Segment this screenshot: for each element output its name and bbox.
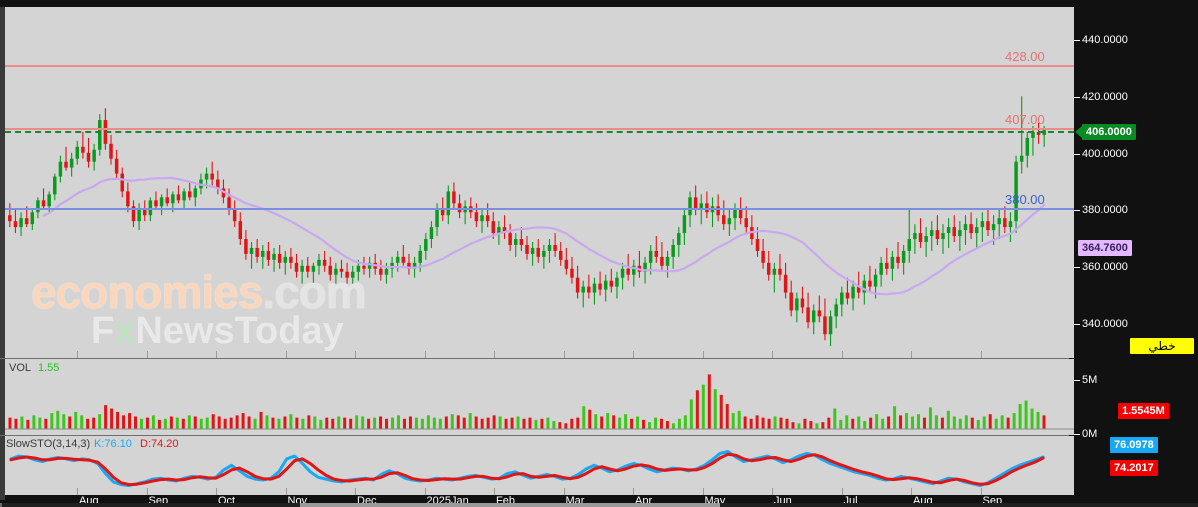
- time-gridline-tick: [702, 351, 704, 358]
- scale-mode-button[interactable]: خطي: [1130, 338, 1194, 354]
- time-gridline-tick: [424, 488, 426, 495]
- resistance-label-428: 428.00: [1005, 49, 1045, 65]
- time-gridline-tick: [494, 488, 495, 495]
- time-gridline-tick: [146, 488, 148, 495]
- support-label-380: 380.00: [1005, 192, 1045, 208]
- axis-tick-360: 360.0000: [1074, 260, 1198, 274]
- price-pane[interactable]: 428.00 407.00 380.00 economies.com FxNew…: [5, 7, 1074, 358]
- axis-tick-400: 400.0000: [1074, 147, 1198, 161]
- stochastic-d-label: D:74.20: [140, 438, 179, 450]
- time-gridline-tick: [563, 488, 565, 495]
- stochastic-k-label: K:76.10: [94, 438, 132, 450]
- stochastic-k-tag[interactable]: 76.0978: [1110, 437, 1158, 453]
- time-gridline-tick: [980, 488, 982, 495]
- volume-value-tag[interactable]: 1.5545M: [1118, 403, 1169, 419]
- price-candlestick-svg: [8, 96, 1046, 347]
- time-gridline-tick: [841, 488, 843, 495]
- top-strip: [0, 0, 1198, 7]
- axis-tick-420: 420.0000: [1074, 90, 1198, 104]
- pane-separator-1: [0, 358, 1069, 359]
- time-gridline-tick: [980, 351, 982, 358]
- time-gridline-tick: [772, 488, 773, 495]
- support-line-380: [5, 208, 1074, 211]
- time-gridline-tick: [563, 351, 565, 358]
- resistance-label-407: 407.00: [1005, 111, 1045, 127]
- volume-bars-svg: [5, 374, 1074, 430]
- time-gridline-tick: [911, 351, 912, 358]
- pane-separator-2: [0, 435, 1069, 436]
- stochastic-d-tag[interactable]: 74.2017: [1110, 460, 1158, 476]
- time-gridline-tick: [702, 488, 704, 495]
- moving-average-tag[interactable]: 364.7600: [1078, 240, 1132, 256]
- time-gridline-tick: [77, 351, 78, 358]
- current-price-tag[interactable]: 406.0000: [1075, 124, 1136, 140]
- resistance-line-428: [5, 65, 1074, 68]
- time-gridline-tick: [77, 488, 78, 495]
- volume-indicator-value: 1.55: [38, 362, 60, 374]
- axis-tick-340: 340.0000: [1074, 317, 1198, 331]
- resistance-line-407: [5, 127, 1074, 130]
- time-gridline-tick: [841, 351, 843, 358]
- current-price-dashed-line: [5, 130, 1074, 133]
- time-gridline-tick: [633, 488, 634, 495]
- stochastic-pane[interactable]: [5, 436, 1074, 495]
- time-gridline-tick: [494, 351, 495, 358]
- axis-tick-380: 380.0000: [1074, 203, 1198, 217]
- stochastic-indicator-label: SlowSTO(3,14,3): [6, 438, 91, 450]
- horizontal-scrollbar[interactable]: [0, 503, 1198, 507]
- time-gridline-tick: [633, 351, 634, 358]
- left-gutter: [0, 7, 5, 500]
- time-gridline-tick: [146, 351, 148, 358]
- time-gridline-tick: [772, 351, 773, 358]
- scrollbar-thumb[interactable]: [300, 503, 720, 507]
- axis-tick-440: 440.0000: [1074, 33, 1198, 47]
- price-axis[interactable]: 440.0000 420.0000 400.0000 380.0000 360.…: [1074, 7, 1198, 495]
- stochastic-lines-svg: [9, 450, 1045, 488]
- time-gridline-tick: [285, 488, 287, 495]
- time-gridline-tick: [355, 488, 356, 495]
- scrollbar-track-left: [0, 503, 2, 507]
- time-gridline-tick: [355, 351, 356, 358]
- time-gridline-tick: [911, 488, 912, 495]
- time-gridline-tick: [216, 488, 217, 495]
- time-gridline-tick: [424, 351, 426, 358]
- time-gridline-tick: [285, 351, 287, 358]
- axis-tick-0m: 0M: [1074, 427, 1198, 441]
- time-gridline-tick: [216, 351, 217, 358]
- volume-pane[interactable]: [5, 359, 1074, 435]
- volume-indicator-label: VOL: [9, 362, 32, 374]
- axis-tick-5m: 5M: [1074, 373, 1198, 387]
